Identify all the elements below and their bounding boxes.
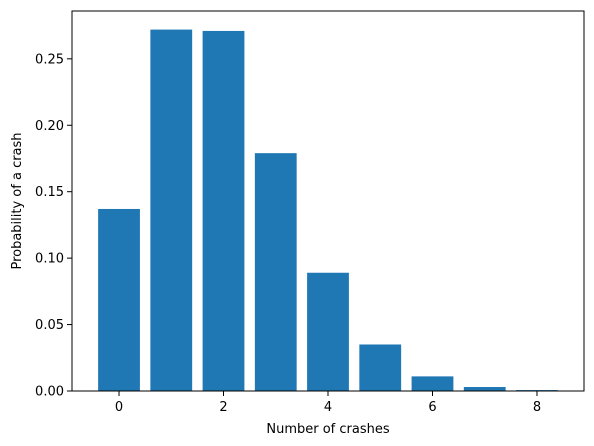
y-tick-label: 0.15 xyxy=(35,185,64,200)
x-tick-label: 4 xyxy=(324,400,332,415)
bars-group xyxy=(98,29,558,392)
y-tick-label: 0.05 xyxy=(35,318,64,333)
bar-5 xyxy=(359,344,402,391)
bar-6 xyxy=(411,376,454,391)
bar-7 xyxy=(463,387,506,391)
x-tick-label: 6 xyxy=(428,400,436,415)
x-tick-label: 0 xyxy=(115,400,123,415)
y-tick-label: 0.25 xyxy=(35,52,64,67)
bar-0 xyxy=(98,208,140,391)
y-tick-label: 0.20 xyxy=(35,119,64,134)
x-axis-label: Number of crashes xyxy=(266,422,389,437)
y-ticks-group: 0.00 0.05 0.10 0.15 0.20 0.25 xyxy=(35,52,72,400)
bar-3 xyxy=(254,153,297,391)
bar-1 xyxy=(150,29,193,391)
bar-2 xyxy=(202,30,245,392)
x-tick-label: 2 xyxy=(219,400,227,415)
x-tick-label: 8 xyxy=(533,400,541,415)
bar-4 xyxy=(307,272,349,391)
y-axis-label: Probability of a crash xyxy=(10,132,25,269)
x-ticks-group: 0 2 4 6 8 xyxy=(115,391,541,415)
y-tick-label: 0.10 xyxy=(35,252,64,267)
y-tick-label: 0.00 xyxy=(35,385,64,400)
plot-frame xyxy=(71,10,585,392)
